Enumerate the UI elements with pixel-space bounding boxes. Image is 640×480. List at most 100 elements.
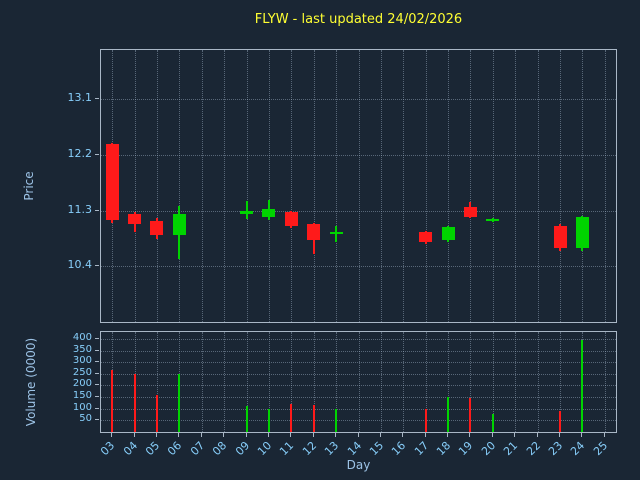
- volume-tick-mark: [95, 419, 99, 421]
- grid-line-vertical: [291, 332, 293, 432]
- price-tick-label: 12.2: [67, 147, 93, 161]
- grid-line-vertical: [268, 50, 270, 322]
- grid-line-vertical: [470, 50, 472, 322]
- grid-line-vertical: [403, 50, 405, 322]
- candle-body: [105, 143, 119, 220]
- x-tick-mark: [447, 433, 449, 437]
- volume-tick-mark: [95, 337, 99, 339]
- grid-line-horizontal: [101, 397, 616, 399]
- grid-line-vertical: [291, 50, 293, 322]
- chart-title: FLYW - last updated 24/02/2026: [254, 12, 463, 27]
- volume-tick-label: 200: [72, 378, 92, 390]
- x-tick-mark: [200, 433, 202, 437]
- x-tick-mark: [223, 433, 225, 437]
- candle-body: [128, 213, 142, 225]
- grid-line-vertical: [448, 332, 450, 432]
- volume-tick-mark: [95, 372, 99, 374]
- volume-bar: [133, 373, 136, 432]
- x-tick-mark: [491, 433, 493, 437]
- grid-line-vertical: [179, 50, 181, 322]
- volume-tick-mark: [95, 384, 99, 386]
- price-axis-label: Price: [22, 171, 36, 201]
- grid-line-vertical: [268, 332, 270, 432]
- grid-line-vertical: [560, 332, 562, 432]
- grid-line-vertical: [515, 50, 517, 322]
- volume-bar: [290, 404, 293, 432]
- candle-body: [284, 211, 298, 227]
- x-tick-mark: [267, 433, 269, 437]
- grid-line-vertical: [134, 50, 136, 322]
- volume-bar: [267, 408, 270, 432]
- grid-line-horizontal: [101, 350, 616, 352]
- grid-line-horizontal: [101, 385, 616, 387]
- grid-line-vertical: [156, 50, 158, 322]
- candle-body: [150, 221, 164, 236]
- grid-line-horizontal: [101, 373, 616, 375]
- x-tick-mark: [245, 433, 247, 437]
- x-tick-mark: [312, 433, 314, 437]
- candle-body: [419, 232, 433, 242]
- grid-line-vertical: [246, 332, 248, 432]
- candle-body: [172, 213, 186, 236]
- x-tick-mark: [357, 433, 359, 437]
- volume-tick-mark: [95, 407, 99, 409]
- volume-bar: [111, 370, 114, 432]
- grid-line-horizontal: [101, 266, 616, 268]
- x-axis-label: Day: [346, 458, 371, 472]
- candle-body: [307, 224, 321, 241]
- grid-line-vertical: [313, 332, 315, 432]
- grid-line-horizontal: [101, 362, 616, 364]
- grid-line-vertical: [604, 332, 606, 432]
- price-tick-label: 11.3: [67, 202, 93, 216]
- price-plot-area: [100, 49, 617, 323]
- price-tick-mark: [95, 209, 99, 211]
- candle-wick: [335, 226, 338, 242]
- candle-body: [553, 226, 567, 248]
- volume-tick-label: 250: [72, 366, 92, 378]
- x-tick-mark: [133, 433, 135, 437]
- grid-line-vertical: [380, 50, 382, 322]
- grid-line-vertical: [537, 50, 539, 322]
- grid-line-vertical: [560, 50, 562, 322]
- volume-tick-mark: [95, 349, 99, 351]
- x-tick-mark: [514, 433, 516, 437]
- grid-line-vertical: [582, 50, 584, 322]
- grid-line-vertical: [492, 50, 494, 322]
- grid-line-vertical: [224, 50, 226, 322]
- x-tick-mark: [178, 433, 180, 437]
- volume-bar: [491, 413, 494, 432]
- volume-tick-label: 50: [79, 413, 92, 425]
- grid-line-horizontal: [101, 408, 616, 410]
- x-tick-mark: [424, 433, 426, 437]
- grid-line-vertical: [336, 332, 338, 432]
- candle-body: [486, 218, 500, 222]
- grid-line-vertical: [358, 50, 360, 322]
- volume-bar: [447, 397, 450, 432]
- volume-bar: [469, 397, 472, 432]
- grid-line-vertical: [492, 332, 494, 432]
- x-tick-mark: [402, 433, 404, 437]
- volume-bar: [312, 405, 315, 432]
- volume-tick-label: 100: [72, 401, 92, 413]
- candle-body: [441, 226, 455, 241]
- volume-bar: [335, 408, 338, 432]
- volume-bar: [155, 394, 158, 432]
- x-tick-mark: [559, 433, 561, 437]
- price-tick-mark: [95, 98, 99, 100]
- grid-line-vertical: [604, 50, 606, 322]
- grid-line-vertical: [358, 332, 360, 432]
- x-tick-mark: [379, 433, 381, 437]
- grid-line-vertical: [201, 332, 203, 432]
- x-tick-mark: [536, 433, 538, 437]
- candle-body: [463, 207, 477, 217]
- candle-body: [262, 209, 276, 217]
- x-tick-mark: [111, 433, 113, 437]
- grid-line-horizontal: [101, 210, 616, 212]
- candle-body: [575, 216, 589, 248]
- x-tick-mark: [290, 433, 292, 437]
- grid-line-vertical: [224, 332, 226, 432]
- x-tick-mark: [155, 433, 157, 437]
- grid-line-vertical: [201, 50, 203, 322]
- grid-line-horizontal: [101, 338, 616, 340]
